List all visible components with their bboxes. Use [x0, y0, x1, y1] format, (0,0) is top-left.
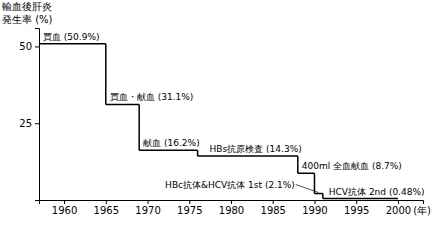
step-segment	[139, 149, 197, 151]
data-label: HBc抗体&HCV抗体 1st (2.1%)	[165, 180, 295, 190]
x-tick: 1960	[52, 200, 77, 216]
y-tick-label: 50	[19, 41, 32, 52]
x-tick: 1975	[177, 200, 202, 216]
step-segment	[198, 155, 298, 157]
y-axis-title: 輸血後肝炎	[2, 1, 52, 12]
y-axis: 25 50	[19, 29, 39, 201]
x-tick-mark	[356, 200, 357, 204]
x-axis-line	[40, 201, 424, 205]
x-tick-label: 1985	[261, 205, 286, 216]
y-tick-mark	[35, 46, 39, 47]
x-tick-mark	[189, 200, 190, 204]
step-riser	[197, 150, 199, 156]
x-tick-mark	[106, 200, 107, 204]
step-segment	[323, 198, 398, 200]
step-riser	[105, 44, 107, 105]
x-tick-mark	[148, 200, 149, 204]
y-tick: 25	[19, 118, 39, 129]
x-tick-label: 1995	[344, 205, 369, 216]
x-tick: 1965	[94, 200, 119, 216]
x-tick-label: 1990	[302, 205, 327, 216]
x-tick-mark	[64, 200, 65, 204]
x-tick: 1970	[135, 200, 160, 216]
x-tick-label: 1980	[219, 205, 244, 216]
data-label: 400ml 全血献血 (8.7%)	[302, 161, 402, 171]
data-label: HBs抗原検査 (14.3%)	[210, 144, 302, 154]
step-riser	[297, 156, 299, 173]
chart: 1960 1965 1970 1975 1980 1985 1990 1995 2000 25 50…	[0, 0, 433, 236]
step-segment	[106, 104, 139, 106]
y-tick: 50	[19, 41, 39, 52]
step-segment	[314, 193, 322, 195]
x-tick-label: 1970	[135, 205, 160, 216]
x-tick: 2000	[386, 200, 411, 216]
x-tick: 1995	[344, 200, 369, 216]
step-segment	[298, 173, 315, 175]
data-labels: 買血 (50.9%) 買血・献血 (31.1%) 献血 (16.2%) HBs抗原検査…	[43, 32, 425, 197]
x-tick-label: 1975	[177, 205, 202, 216]
y-tick-mark	[35, 123, 39, 124]
plot-area	[39, 44, 398, 199]
x-tick: 1990	[302, 200, 327, 216]
data-label: 献血 (16.2%)	[143, 138, 199, 148]
x-tick-mark	[398, 200, 399, 204]
y-axis-title: 発生率 (%)	[2, 14, 53, 25]
x-tick-label: 2000	[386, 205, 411, 216]
step-segment	[39, 43, 106, 45]
x-axis-title: (年)	[413, 205, 431, 216]
x-tick-label: 1965	[94, 205, 119, 216]
x-tick-mark	[273, 200, 274, 204]
y-tick-label: 25	[19, 118, 32, 129]
label-leader	[296, 185, 319, 193]
x-tick-mark	[231, 200, 232, 204]
x-tick-label: 1960	[52, 205, 77, 216]
x-tick: 1980	[219, 200, 244, 216]
data-label: 買血 (50.9%)	[43, 32, 99, 42]
x-tick-mark	[314, 200, 315, 204]
y-axis-line	[35, 29, 40, 201]
step-riser	[314, 173, 316, 193]
step-riser	[138, 104, 140, 150]
x-tick: 1985	[261, 200, 286, 216]
data-label: 買血・献血 (31.1%)	[110, 92, 193, 102]
x-axis: 1960 1965 1970 1975 1980 1985 1990 1995 2000	[40, 200, 424, 216]
data-label: HCV抗体 2nd (0.48%)	[329, 187, 425, 197]
